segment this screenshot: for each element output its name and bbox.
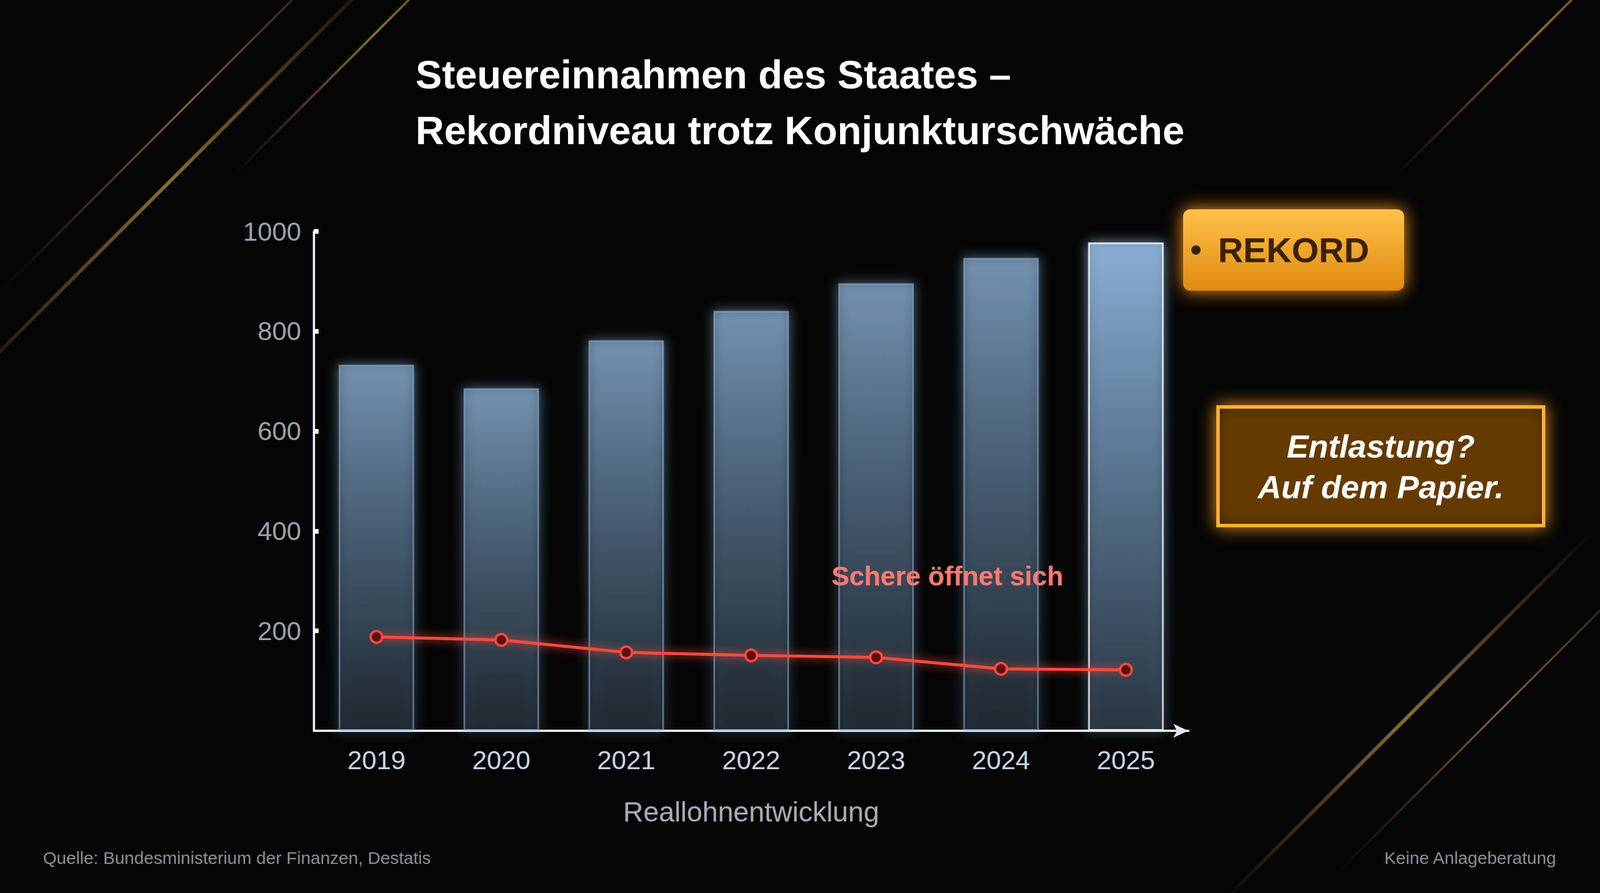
svg-text:2025: 2025 bbox=[1097, 745, 1156, 775]
svg-text:2023: 2023 bbox=[847, 745, 906, 775]
svg-text:Quelle: Bundesministerium der: Quelle: Bundesministerium der Finanzen, … bbox=[43, 848, 431, 868]
svg-text:Steuereinnahmen des Staates –: Steuereinnahmen des Staates – bbox=[415, 52, 1012, 97]
svg-text:800: 800 bbox=[257, 316, 302, 346]
svg-text:Schere öffnet sich: Schere öffnet sich bbox=[831, 561, 1064, 592]
svg-text:Reallohnentwicklung: Reallohnentwicklung bbox=[623, 796, 880, 828]
svg-text:600: 600 bbox=[257, 416, 302, 446]
svg-text:400: 400 bbox=[257, 516, 302, 546]
svg-text:2022: 2022 bbox=[722, 745, 781, 775]
svg-text:2024: 2024 bbox=[972, 745, 1031, 775]
svg-text:Auf dem Papier.: Auf dem Papier. bbox=[1256, 468, 1504, 506]
svg-text:Rekordniveau trotz Konjunkturs: Rekordniveau trotz Konjunkturschwäche bbox=[415, 108, 1185, 153]
svg-text:200: 200 bbox=[257, 616, 302, 646]
svg-text:2019: 2019 bbox=[347, 745, 406, 775]
svg-text:2020: 2020 bbox=[472, 745, 531, 775]
svg-text:Entlastung?: Entlastung? bbox=[1286, 427, 1475, 465]
svg-text:REKORD: REKORD bbox=[1218, 230, 1370, 270]
svg-text:2021: 2021 bbox=[597, 745, 656, 775]
svg-text:1000: 1000 bbox=[243, 216, 302, 247]
svg-text:Keine Anlageberatung: Keine Anlageberatung bbox=[1384, 848, 1556, 868]
